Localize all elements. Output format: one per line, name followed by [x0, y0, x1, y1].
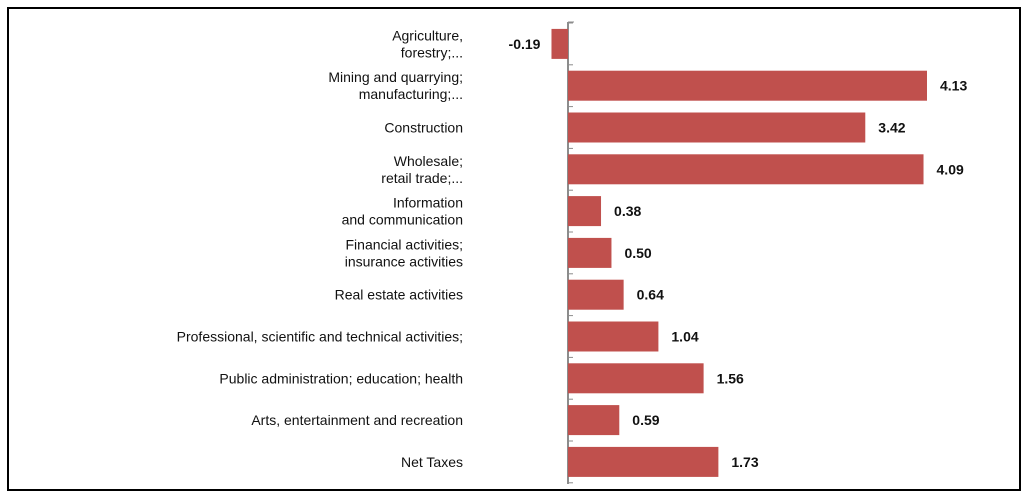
bar: [568, 321, 659, 352]
category-label: Public administration; education; health: [219, 370, 463, 386]
bar: [568, 446, 719, 477]
bar: [568, 196, 602, 227]
data-label: 0.50: [624, 245, 651, 261]
bar: [568, 363, 704, 394]
category-label: insurance activities: [345, 253, 463, 269]
bar: [568, 279, 624, 310]
data-label: 0.59: [632, 412, 659, 428]
data-label: 0.38: [614, 203, 641, 219]
category-label: Arts, entertainment and recreation: [251, 412, 463, 428]
category-label: Net Taxes: [401, 454, 463, 470]
data-label: 0.64: [637, 287, 664, 303]
data-label: 1.73: [731, 454, 758, 470]
category-label: forestry;...: [401, 44, 463, 60]
category-label: Professional, scientific and technical a…: [177, 329, 463, 345]
category-label: Agriculture,: [392, 27, 463, 43]
category-label: Real estate activities: [335, 287, 463, 303]
category-label: Information: [393, 195, 463, 211]
category-label: manufacturing;...: [359, 86, 463, 102]
category-label: retail trade;...: [381, 170, 463, 186]
category-label: Financial activities;: [346, 236, 464, 252]
bar: [568, 405, 620, 436]
category-label: Mining and quarrying;: [328, 69, 463, 85]
category-label: Wholesale;: [394, 153, 463, 169]
bar: [568, 70, 927, 101]
bar: [568, 237, 612, 268]
data-label: 4.09: [937, 161, 964, 177]
bar: [568, 112, 866, 143]
category-label: Construction: [384, 120, 463, 136]
data-label: 3.42: [878, 120, 905, 136]
category-label: and communication: [342, 212, 463, 228]
data-label: 1.56: [717, 370, 744, 386]
bar: [568, 154, 924, 185]
data-label: 1.04: [671, 329, 698, 345]
bar: [551, 28, 568, 59]
data-label: 4.13: [940, 78, 967, 94]
data-label: -0.19: [509, 36, 541, 52]
